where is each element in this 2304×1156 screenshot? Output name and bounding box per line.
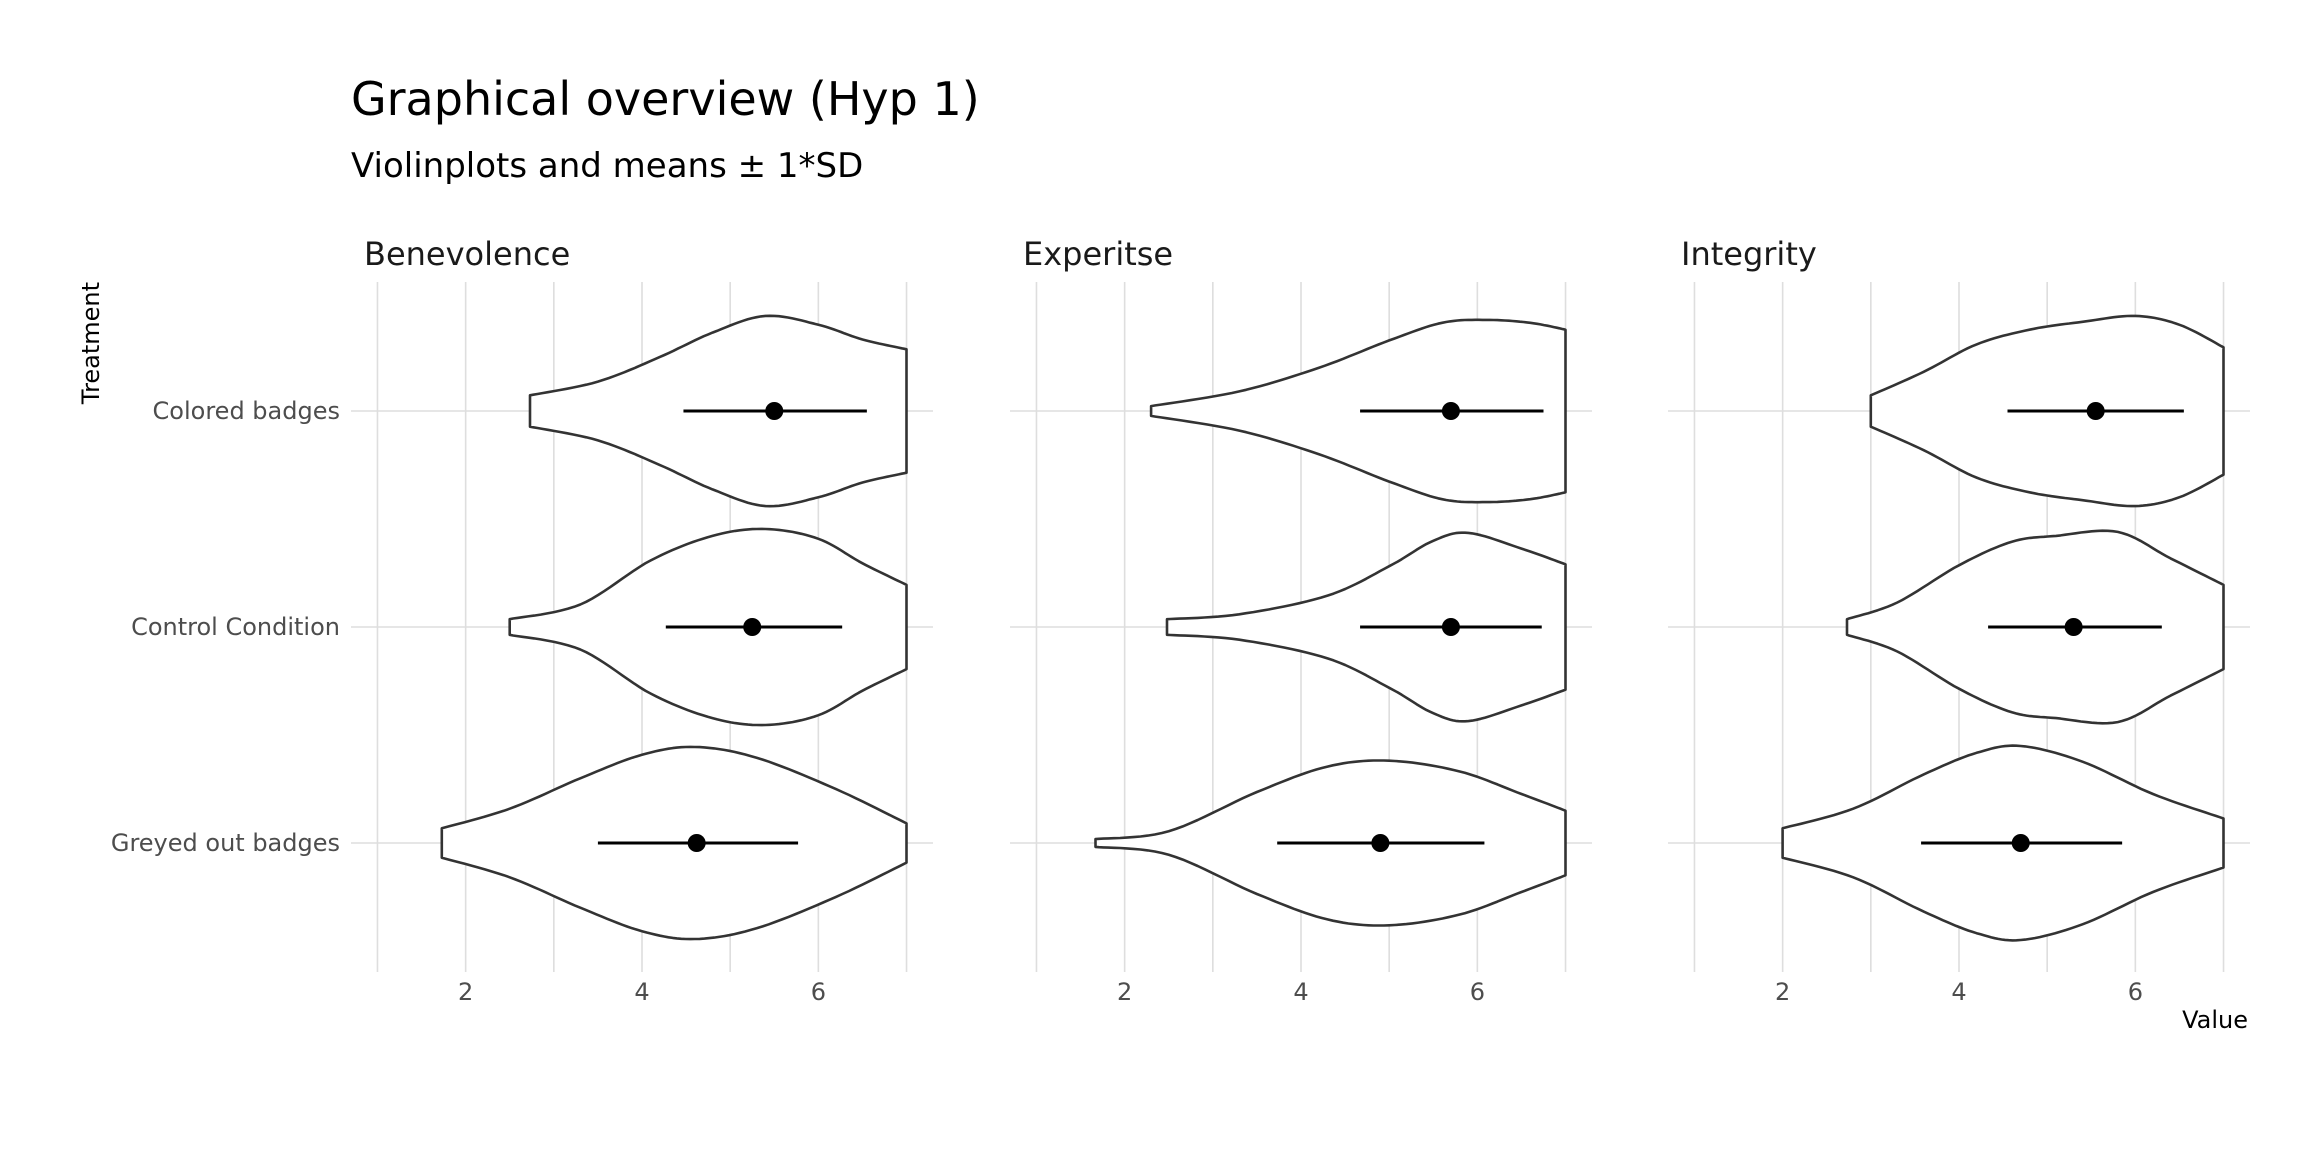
mean-point (2011, 834, 2030, 852)
violin-colored-badges (1149, 318, 1567, 504)
mean-point (2064, 618, 2083, 636)
mean-point (1441, 618, 1460, 636)
x-tick-label: 6 (2128, 978, 2143, 1006)
facet-experitse: Experitse 2 4 6 (1010, 235, 1592, 1006)
y-tick-label: Control Condition (131, 613, 340, 641)
y-tick-label: Greyed out badges (111, 829, 340, 857)
mean-point (765, 402, 784, 420)
x-tick-label: 2 (1117, 978, 1132, 1006)
x-tick-label: 4 (1951, 978, 1966, 1006)
x-tick-label: 2 (1775, 978, 1790, 1006)
x-tick-label: 4 (1293, 978, 1308, 1006)
mean-point (2086, 402, 2105, 420)
chart-title: Graphical overview (Hyp 1) (351, 72, 980, 126)
facet-benevolence: Benevolence 2 4 6 (351, 235, 933, 1006)
x-axis-title: Value (2182, 1006, 2248, 1034)
facet-title: Experitse (1023, 235, 1173, 273)
mean-point (1441, 402, 1460, 420)
facet-integrity: Integrity 2 4 6 (1668, 235, 2250, 1006)
mean-point (743, 618, 762, 636)
facet-title: Benevolence (364, 235, 570, 273)
chart-subtitle: Violinplots and means ± 1*SD (351, 146, 863, 186)
x-tick-label: 6 (1470, 978, 1485, 1006)
y-tick-label: Colored badges (153, 397, 340, 425)
facet-panels: Benevolence 2 4 6 Experitse 2 4 6 Integrity 2 4 6 Co… (111, 235, 2250, 1006)
x-tick-label: 6 (811, 978, 826, 1006)
x-tick-label: 4 (634, 978, 649, 1006)
y-axis-title: Treatment (77, 282, 105, 405)
mean-point (1371, 834, 1390, 852)
mean-point (687, 834, 706, 852)
x-tick-label: 2 (458, 978, 473, 1006)
facet-title: Integrity (1681, 235, 1817, 273)
